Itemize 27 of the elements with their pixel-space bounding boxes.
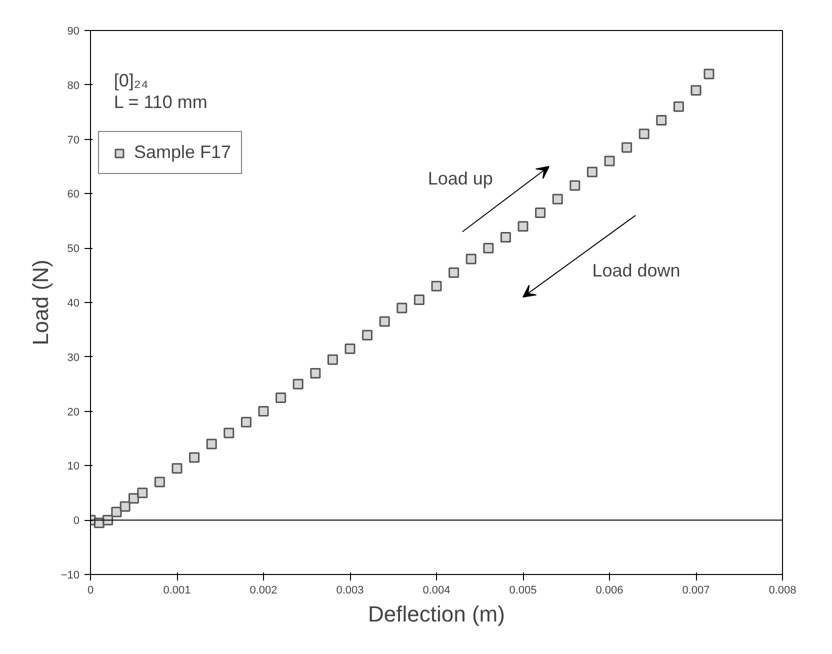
- y-tick-label: 70: [67, 134, 80, 146]
- x-tick-label: 0.004: [422, 584, 450, 596]
- x-tick-label: 0.006: [596, 584, 624, 596]
- x-tick-label: 0.001: [163, 584, 191, 596]
- annotation: L = 110 mm: [114, 92, 208, 112]
- annotation: Load up: [428, 168, 493, 188]
- annotation: [0]₂₄: [114, 70, 148, 90]
- x-tick-label: 0: [87, 584, 94, 596]
- x-tick-label: 0.007: [682, 584, 710, 596]
- annotation: Load down: [592, 260, 680, 281]
- y-tick-label: 20: [67, 406, 80, 418]
- y-axis-title: Load (N): [28, 260, 53, 346]
- y-tick-label: 60: [67, 188, 80, 201]
- x-axis-title: Deflection (m): [368, 602, 505, 626]
- y-tick-label: 0: [73, 515, 80, 528]
- y-tick-label: 90: [67, 26, 80, 38]
- y-tick-label: 10: [67, 460, 80, 473]
- legend-label: Sample F17: [134, 142, 232, 163]
- x-tick-label: 0.003: [336, 584, 364, 596]
- y-tick-label: 80: [67, 80, 80, 92]
- y-tick-label: 50: [67, 243, 80, 256]
- x-tick-label: 0.002: [250, 584, 278, 596]
- y-tick-label: −10: [60, 570, 80, 582]
- x-tick-label: 0.005: [509, 584, 537, 596]
- y-tick-label: 40: [67, 298, 80, 310]
- x-tick-label: 0.008: [768, 584, 796, 596]
- y-tick-label: 30: [67, 352, 80, 364]
